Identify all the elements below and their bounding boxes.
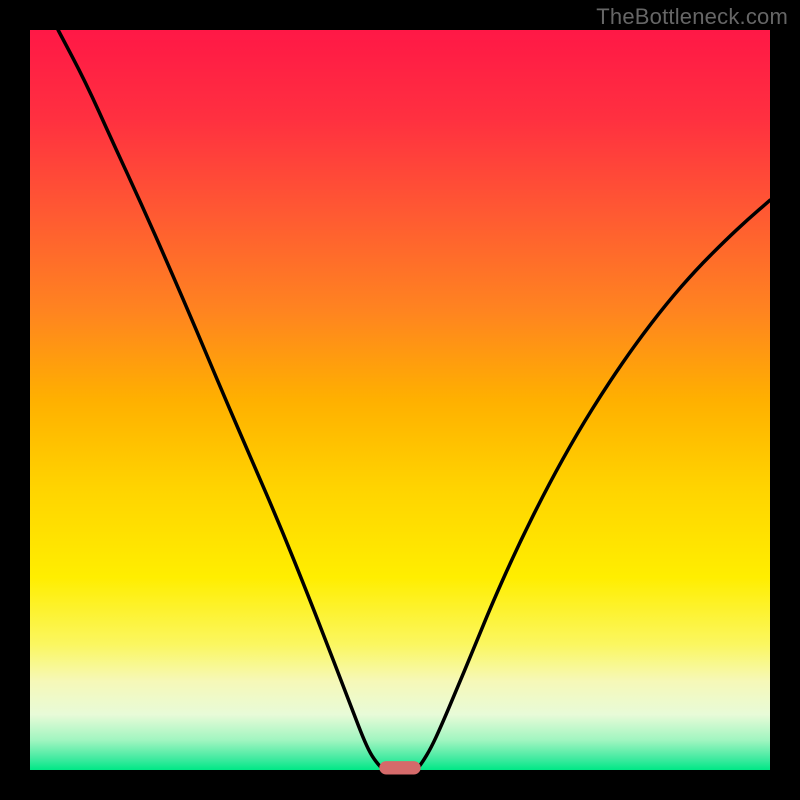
- plot-background: [30, 30, 770, 770]
- bottleneck-chart: [0, 0, 800, 800]
- watermark-text: TheBottleneck.com: [596, 4, 788, 30]
- valley-marker: [379, 761, 420, 774]
